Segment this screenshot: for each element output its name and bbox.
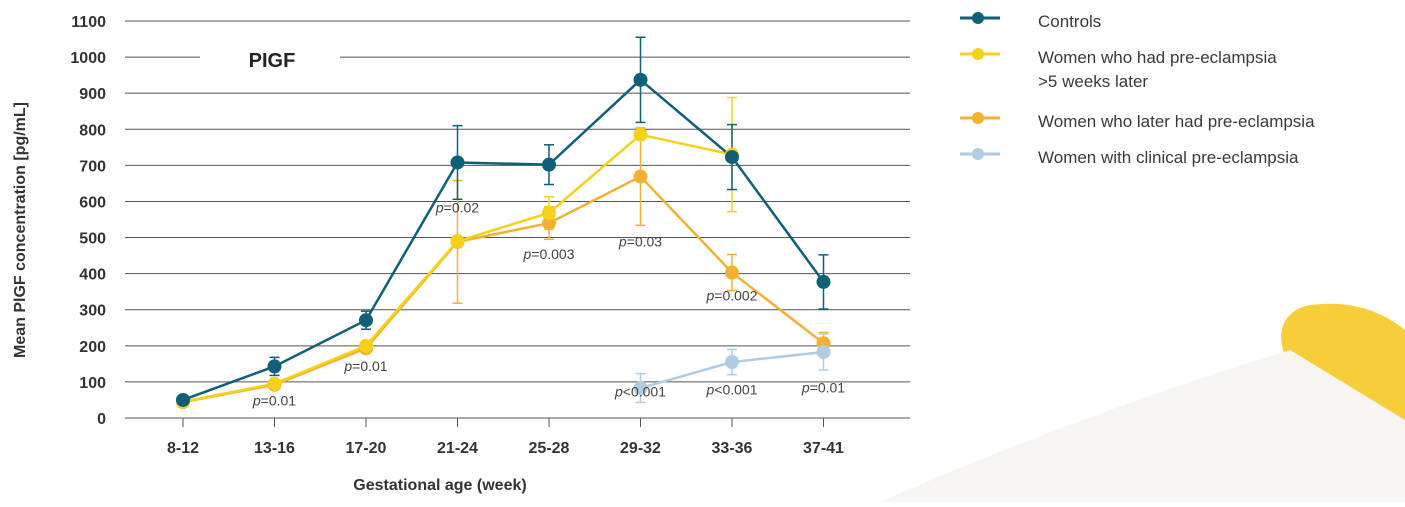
p-value-annotation-5: p=0.002 — [705, 288, 757, 304]
x-tick-label-17-20: 17-20 — [346, 440, 387, 457]
p-value-annotation-6: p<0.001 — [614, 383, 666, 399]
data-point-s0-29-32 — [633, 72, 648, 87]
y-tick-label-800: 800 — [79, 122, 106, 139]
y-tick-label-1000: 1000 — [70, 50, 106, 67]
data-point-s2-29-32 — [633, 169, 648, 184]
legend-marker-later-pe — [960, 112, 1000, 124]
y-axis-title-wrap: Mean PlGF concentration [pg/mL] — [6, 30, 36, 430]
y-tick-label-500: 500 — [79, 231, 106, 248]
data-point-s0-37-41 — [816, 274, 831, 289]
x-tick-label-33-36: 33-36 — [712, 440, 753, 457]
chart-legend: Controls Women who had pre-eclampsia >5 … — [960, 6, 1400, 178]
legend-marker-controls — [960, 12, 1000, 24]
p-value-annotation-3: p=0.003 — [522, 246, 574, 262]
x-tick-label-29-32: 29-32 — [620, 440, 661, 457]
y-axis-title: Mean PlGF concentration [pg/mL] — [12, 101, 29, 359]
y-tick-label-1100: 1100 — [71, 14, 106, 31]
data-point-s0-33-36 — [725, 150, 739, 165]
legend-label-line2: >5 weeks later — [1038, 72, 1149, 91]
data-point-s3-37-41 — [816, 344, 831, 359]
y-tick-label-300: 300 — [79, 303, 106, 320]
legend-marker-clinical-pe — [960, 148, 1000, 160]
legend-item-clinical-pe: Women with clinical pre-eclampsia — [960, 142, 1400, 178]
legend-label-later-pe: Women who later had pre-eclampsia — [1038, 112, 1315, 131]
p-value-annotation-8: p=0.01 — [801, 380, 845, 396]
legend-label-line1: Women who had pre-eclampsia — [1038, 48, 1277, 67]
chart-title-background — [200, 42, 340, 78]
x-tick-label-13-16: 13-16 — [254, 440, 295, 457]
p-value-annotation-1: p=0.01 — [343, 358, 387, 374]
data-point-s1-13-16 — [267, 376, 282, 391]
data-point-s2-25-28 — [542, 216, 556, 231]
y-tick-label-0: 0 — [97, 411, 106, 428]
data-point-s1-29-32 — [633, 127, 648, 142]
legend-marker-pe-5-weeks-later — [960, 48, 1000, 60]
p-value-annotation-4: p=0.03 — [618, 234, 662, 250]
series-line-s0 — [182, 78, 825, 402]
legend-item-controls: Controls — [960, 6, 1400, 42]
y-tick-label-900: 900 — [79, 86, 106, 103]
data-point-s0-17-20 — [359, 313, 373, 328]
legend-item-pe-5-weeks-later: Women who had pre-eclampsia >5 weeks lat… — [960, 42, 1400, 106]
chart-title: PIGF — [249, 50, 296, 72]
legend-label-controls: Controls — [1038, 12, 1102, 31]
legend-label-clinical-pe: Women with clinical pre-eclampsia — [1038, 148, 1299, 167]
data-point-s3-29-32 — [633, 381, 648, 396]
decorative-yellow-blob — [1281, 303, 1405, 428]
legend-item-later-pe: Women who later had pre-eclampsia — [960, 106, 1400, 142]
y-tick-label-400: 400 — [79, 267, 106, 284]
data-point-s0-13-16 — [267, 359, 282, 374]
data-point-s0-8-12 — [176, 392, 190, 407]
x-tick-label-21-24: 21-24 — [437, 440, 478, 457]
data-point-s0-25-28 — [542, 157, 556, 172]
p-value-annotation-0: p=0.01 — [252, 392, 296, 408]
data-point-s1-25-28 — [542, 206, 556, 221]
x-tick-label-8-12: 8-12 — [167, 440, 199, 457]
x-tick-label-25-28: 25-28 — [529, 440, 570, 457]
p-value-annotation-7: p<0.001 — [705, 382, 757, 398]
legend-label-pe-5-weeks-later: Women who had pre-eclampsia >5 weeks lat… — [1038, 46, 1398, 94]
data-point-s3-33-36 — [725, 355, 739, 370]
y-tick-label-100: 100 — [79, 375, 106, 392]
data-point-s0-21-24 — [450, 155, 465, 170]
y-tick-label-700: 700 — [79, 158, 106, 175]
data-point-s1-17-20 — [359, 338, 373, 353]
y-tick-label-600: 600 — [79, 194, 106, 211]
decorative-paper-background — [880, 350, 1405, 502]
data-point-s1-21-24 — [450, 234, 465, 249]
x-axis-title: Gestational age (week) — [353, 477, 527, 494]
x-tick-label-37-41: 37-41 — [803, 440, 844, 457]
data-point-s2-33-36 — [725, 265, 739, 280]
p-value-annotation-2: p=0.02 — [435, 199, 479, 215]
y-tick-label-200: 200 — [79, 339, 106, 356]
